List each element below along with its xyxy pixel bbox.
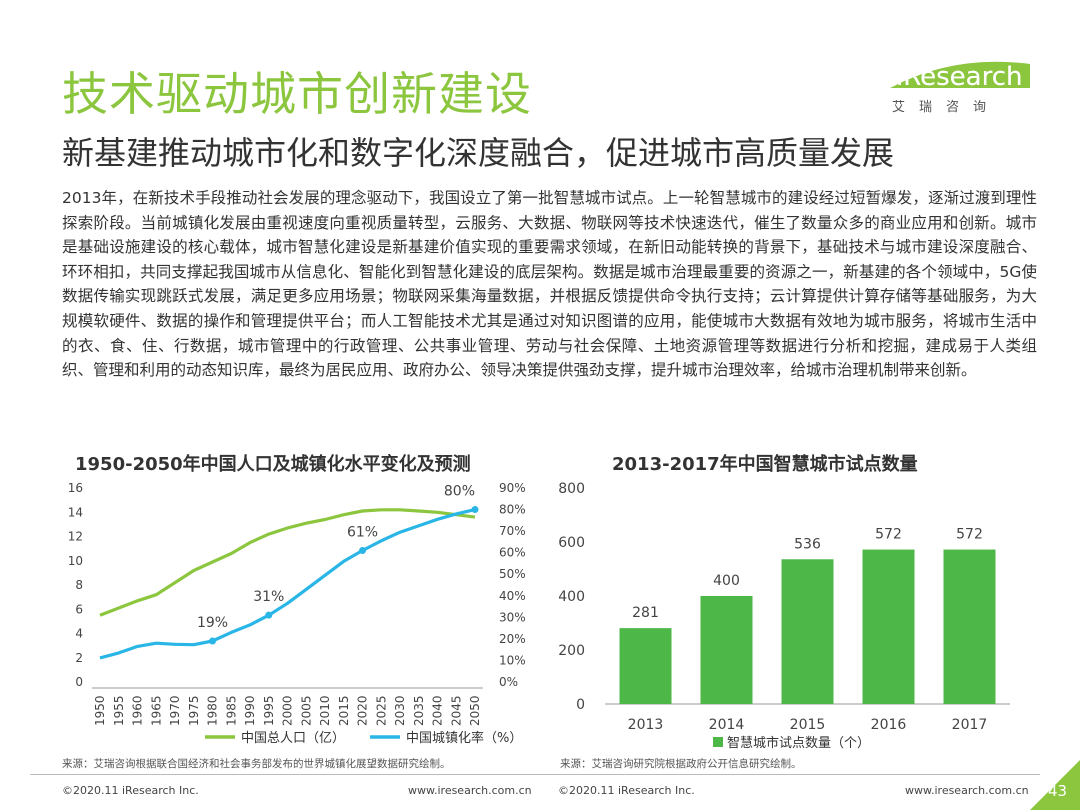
x-tick-label: 2000 xyxy=(281,695,295,726)
y-right-tick-label: 20% xyxy=(499,632,526,646)
source-note-left: 来源：艾瑞咨询根据联合国经济和社会事务部发布的世界城镇化展望数据研究绘制。 xyxy=(62,758,451,770)
footer-copyright-right: ©2020.11 iResearch Inc. xyxy=(558,784,695,797)
chart2-title: 2013-2017年中国智慧城市试点数量 xyxy=(612,454,918,475)
data-point-marker xyxy=(265,611,273,619)
x-tick-label: 2014 xyxy=(709,717,745,733)
source-note-right: 来源：艾瑞咨询研究院根据政府公开信息研究绘制。 xyxy=(560,758,802,770)
y-left-tick-label: 6 xyxy=(75,602,83,616)
x-tick-label: 2050 xyxy=(468,695,482,726)
legend-label: 智慧城市试点数量（个） xyxy=(727,735,870,751)
bar-value-label: 536 xyxy=(794,536,821,552)
bar-2013 xyxy=(619,628,672,704)
data-point-marker xyxy=(471,506,479,514)
x-tick-label: 2016 xyxy=(871,717,907,733)
bar-2015 xyxy=(781,559,834,704)
x-tick-label: 2045 xyxy=(449,695,463,726)
x-tick-label: 1960 xyxy=(131,695,145,726)
y-left-tick-label: 14 xyxy=(68,505,83,519)
x-tick-label: 2025 xyxy=(374,695,388,726)
y-right-tick-label: 50% xyxy=(499,567,526,581)
x-tick-label: 2030 xyxy=(393,695,407,726)
logo-swoosh-icon xyxy=(890,61,1030,88)
x-tick-label: 2040 xyxy=(431,695,445,726)
legend-swatch xyxy=(713,737,723,747)
bar-value-label: 572 xyxy=(875,527,902,543)
y-right-tick-label: 30% xyxy=(499,610,526,624)
legend-label: 中国总人口（亿） xyxy=(241,731,345,746)
x-tick-label: 2013 xyxy=(628,717,664,733)
y-tick-label: 600 xyxy=(558,535,585,551)
y-tick-label: 800 xyxy=(558,481,585,497)
x-tick-label: 2005 xyxy=(299,695,313,726)
y-left-tick-label: 10 xyxy=(68,554,83,568)
y-right-tick-label: 60% xyxy=(499,546,526,560)
y-tick-label: 200 xyxy=(558,643,585,659)
y-left-tick-label: 12 xyxy=(68,530,83,544)
y-tick-label: 400 xyxy=(558,589,585,605)
x-tick-label: 1970 xyxy=(168,695,182,726)
y-right-tick-label: 40% xyxy=(499,589,526,603)
y-right-tick-label: 10% xyxy=(499,653,526,667)
footer-copyright-left: ©2020.11 iResearch Inc. xyxy=(62,784,199,797)
population-urbanization-chart: 0 2 4 6 8 10 12 14 16 0% 10% 20% 30% 40% 50% 60% 70% 80% 9… xyxy=(68,481,526,746)
x-tick-label: 2010 xyxy=(318,695,332,726)
data-point-marker xyxy=(359,547,366,555)
series-line-population xyxy=(99,508,476,617)
legend-label: 中国城镇化率（%） xyxy=(406,730,522,746)
iresearch-logo: iResearch 艾瑞咨询 xyxy=(890,60,1030,120)
y-right-tick-label: 80% xyxy=(499,503,526,517)
bar-2016 xyxy=(862,549,915,704)
y-left-tick-label: 0 xyxy=(75,675,83,689)
y-right-tick-label: 0% xyxy=(499,675,518,689)
page-number: 43 xyxy=(1048,782,1068,800)
x-tick-label: 1965 xyxy=(149,695,163,726)
y-left-tick-label: 16 xyxy=(68,481,83,495)
page-corner-decoration xyxy=(1030,760,1080,810)
page-subtitle: 新基建推动城市化和数字化深度融合，促进城市高质量发展 xyxy=(62,134,895,172)
y-left-tick-label: 8 xyxy=(75,578,83,592)
y-right-tick-label: 90% xyxy=(499,481,526,495)
logo-brand: iResearch xyxy=(896,62,1023,92)
data-label: 61% xyxy=(347,525,378,541)
bar-2017 xyxy=(943,549,996,704)
x-tick-label: 2015 xyxy=(337,695,351,726)
x-tick-label: 1990 xyxy=(243,695,257,726)
footer-url-left[interactable]: www.iresearch.com.cn xyxy=(408,784,532,797)
y-left-tick-label: 2 xyxy=(75,651,83,665)
series-line-urbanization xyxy=(99,508,476,660)
x-tick-label: 2035 xyxy=(412,695,426,726)
chart1-title: 1950-2050年中国人口及城镇化水平变化及预测 xyxy=(75,454,471,475)
data-label: 80% xyxy=(444,484,475,500)
data-point-marker xyxy=(209,637,216,645)
logo-cn: 艾瑞咨询 xyxy=(892,100,1001,115)
bar-value-label: 281 xyxy=(632,605,659,621)
x-tick-label: 1995 xyxy=(262,695,276,726)
footer-url-right[interactable]: www.iresearch.com.cn xyxy=(905,784,1029,797)
x-tick-label: 1955 xyxy=(112,695,126,726)
x-tick-label: 1980 xyxy=(206,695,220,726)
x-tick-label: 1975 xyxy=(187,695,201,726)
y-tick-label: 0 xyxy=(576,697,585,713)
body-paragraph: 2013年，在新技术手段推动社会发展的理念驱动下，我国设立了第一批智慧城市试点。… xyxy=(62,189,1037,380)
bar-2014 xyxy=(700,596,753,704)
bar-value-label: 572 xyxy=(956,527,983,543)
page-title: 技术驱动城市创新建设 xyxy=(62,67,532,121)
x-tick-label: 2015 xyxy=(790,717,826,733)
smart-city-pilot-chart: 0 200 400 600 800 281 2013 400 2014 536 2015 572 201… xyxy=(558,481,1010,751)
x-tick-label: 2017 xyxy=(952,717,988,733)
data-label: 31% xyxy=(253,589,284,605)
y-right-tick-label: 70% xyxy=(499,524,526,538)
bar-value-label: 400 xyxy=(713,573,740,589)
x-tick-label: 1985 xyxy=(224,695,238,726)
x-tick-label: 2020 xyxy=(356,695,370,726)
x-tick-label: 1950 xyxy=(93,695,107,726)
footer-divider xyxy=(30,774,1040,775)
y-left-tick-label: 4 xyxy=(75,627,83,641)
data-label: 19% xyxy=(197,615,228,631)
